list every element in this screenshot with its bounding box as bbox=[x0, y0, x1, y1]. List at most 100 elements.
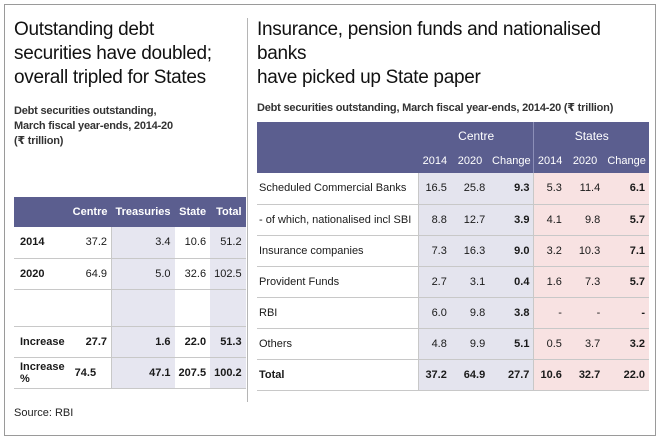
holders-cell: 7.1 bbox=[604, 235, 649, 267]
holders-cell: - bbox=[604, 297, 649, 329]
holders-cell: 22.0 bbox=[604, 359, 649, 391]
holders-label-header bbox=[257, 122, 419, 173]
holders-cell: 8.8 bbox=[418, 204, 451, 236]
holders-cell: 4.8 bbox=[418, 328, 451, 360]
holders-cell: 10.6 bbox=[533, 359, 566, 391]
holders-cell: 9.8 bbox=[565, 204, 605, 236]
summary-cell: 207.5 bbox=[174, 357, 211, 389]
left-title: Outstanding debt securities have doubled… bbox=[14, 18, 242, 90]
holders-cell: - bbox=[565, 297, 605, 329]
holders-cell: 9.0 bbox=[489, 235, 534, 267]
holders-group-row: Centre States bbox=[257, 122, 649, 173]
holders-row: Others 4.8 9.9 5.1 0.5 3.7 3.2 bbox=[257, 328, 649, 360]
summary-cell bbox=[68, 289, 112, 327]
holders-table: Centre States 2014 2020 Change 2014 2020… bbox=[257, 122, 649, 391]
holders-cell: 2.7 bbox=[418, 266, 451, 298]
holders-row: Scheduled Commercial Banks 16.5 25.8 9.3 5.3… bbox=[257, 173, 649, 205]
summary-cell bbox=[174, 289, 211, 327]
holders-cell: 16.3 bbox=[450, 235, 490, 267]
summary-cell: 22.0 bbox=[174, 326, 211, 358]
holders-cell: 3.7 bbox=[565, 328, 605, 360]
holders-cell: 27.7 bbox=[489, 359, 534, 391]
summary-cell bbox=[210, 289, 246, 327]
chart-frame bbox=[4, 4, 656, 436]
group-header-states: States bbox=[533, 122, 649, 149]
summary-row: Increase 27.7 1.6 22.0 51.3 bbox=[14, 326, 246, 358]
holders-cell: 9.9 bbox=[450, 328, 490, 360]
holders-cell: 1.6 bbox=[533, 266, 566, 298]
holders-cell: 3.8 bbox=[489, 297, 534, 329]
summary-cell bbox=[110, 289, 175, 327]
holders-header-cell: 2020 bbox=[565, 149, 605, 173]
summary-cell: 27.7 bbox=[68, 326, 112, 358]
summary-row-label: 2014 bbox=[14, 227, 69, 259]
holders-row: Provident Funds 2.7 3.1 0.4 1.6 7.3 5.7 bbox=[257, 266, 649, 298]
holders-cell: 25.8 bbox=[450, 173, 490, 205]
holders-cell: 0.5 bbox=[533, 328, 566, 360]
holders-cell: 12.7 bbox=[450, 204, 490, 236]
holders-cell: 37.2 bbox=[418, 359, 451, 391]
summary-row-label bbox=[14, 289, 69, 327]
summary-cell: 10.6 bbox=[174, 227, 211, 259]
right-title: Insurance, pension funds and nationalise… bbox=[257, 18, 649, 90]
holders-cell: 11.4 bbox=[565, 173, 605, 205]
holders-header-cell: Change bbox=[489, 149, 534, 173]
right-title-line: have picked up State paper bbox=[257, 67, 481, 88]
holders-header-row: 2014 2020 Change 2014 2020 Change bbox=[257, 149, 649, 173]
summary-cell: 5.0 bbox=[110, 258, 175, 290]
left-subtitle-line: (₹ trillion) bbox=[14, 135, 64, 147]
holders-cell: 0.4 bbox=[489, 266, 534, 298]
holders-cell: 32.7 bbox=[565, 359, 605, 391]
summary-header-row: Centre Treasuries State Total bbox=[14, 197, 246, 227]
holders-cell: 16.5 bbox=[418, 173, 451, 205]
right-title-line: Insurance, pension funds and nationalise… bbox=[257, 19, 601, 64]
holders-row-label: Others bbox=[257, 328, 419, 360]
holders-row-label: Provident Funds bbox=[257, 266, 419, 298]
holders-header-cell: 2014 bbox=[418, 149, 451, 173]
summary-row: 2020 64.9 5.0 32.6 102.5 bbox=[14, 258, 246, 290]
summary-row-label: Increase bbox=[14, 326, 69, 358]
holders-cell: 3.1 bbox=[450, 266, 490, 298]
holders-header-cell: Change bbox=[604, 149, 649, 173]
summary-header-cell: Treasuries bbox=[111, 197, 175, 227]
holders-row: RBI 6.0 9.8 3.8- - - bbox=[257, 297, 649, 329]
holders-row-label: - of which, nationalised incl SBI bbox=[257, 204, 419, 236]
summary-table: Centre Treasuries State Total 2014 37.2 3.… bbox=[14, 197, 246, 389]
summary-cell: 1.6 bbox=[110, 326, 175, 358]
holders-cell: 3.9 bbox=[489, 204, 534, 236]
left-title-line: overall tripled for States bbox=[14, 67, 206, 88]
holders-header-cell: 2020 bbox=[450, 149, 490, 173]
holders-row-label: Insurance companies bbox=[257, 235, 419, 267]
right-panel: Insurance, pension funds and nationalise… bbox=[257, 18, 649, 116]
summary-cell: 47.1 bbox=[110, 357, 175, 389]
summary-cell: 32.6 bbox=[174, 258, 211, 290]
summary-row-label: 2020 bbox=[14, 258, 69, 290]
holders-cell: 9.3 bbox=[489, 173, 534, 205]
summary-row: Increase % 74.5 47.1 207.5 100.2 bbox=[14, 357, 246, 389]
holders-cell: 9.8 bbox=[450, 297, 490, 329]
summary-header-cell: Total bbox=[210, 197, 246, 227]
summary-cell: 102.5 bbox=[210, 258, 246, 290]
holders-row-label: Scheduled Commercial Banks bbox=[257, 173, 419, 205]
panel-divider bbox=[247, 18, 248, 402]
holders-cell: 4.1 bbox=[533, 204, 566, 236]
summary-cell: 100.2 bbox=[210, 357, 246, 389]
group-header-centre: Centre bbox=[418, 122, 534, 149]
holders-row-label: RBI bbox=[257, 297, 419, 329]
holders-header-cell: 2014 bbox=[533, 149, 566, 173]
holders-row: Insurance companies 7.3 16.3 9.0 3.2 10.3 7.1 bbox=[257, 235, 649, 267]
summary-row: 2014 37.2 3.4 10.6 51.2 bbox=[14, 227, 246, 259]
holders-cell: 6.1 bbox=[604, 173, 649, 205]
summary-cell: 37.2 bbox=[68, 227, 112, 259]
summary-header-cell bbox=[14, 197, 69, 227]
holders-cell: 5.7 bbox=[604, 204, 649, 236]
left-subtitle-line: Debt securities outstanding, bbox=[14, 105, 157, 117]
left-panel: Outstanding debt securities have doubled… bbox=[14, 18, 242, 149]
source-note: Source: RBI bbox=[14, 407, 74, 419]
holders-cell: 10.3 bbox=[565, 235, 605, 267]
summary-row bbox=[14, 289, 246, 327]
summary-cell: 51.3 bbox=[210, 326, 246, 358]
summary-cell: 74.5 bbox=[68, 357, 112, 389]
right-subtitle: Debt securities outstanding, March fisca… bbox=[257, 102, 614, 114]
summary-header-cell: State bbox=[174, 197, 211, 227]
